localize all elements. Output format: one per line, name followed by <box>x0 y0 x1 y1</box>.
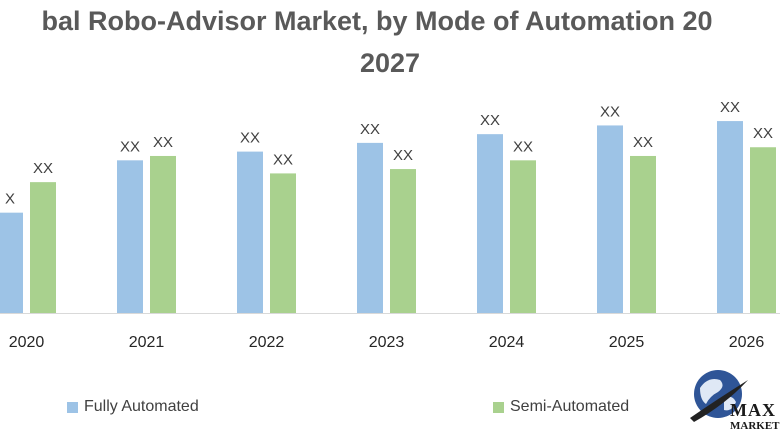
data-label-semi-automated-2023: XX <box>393 147 413 164</box>
x-tick-label-2023: 2023 <box>369 334 405 351</box>
data-label-fully-automated-2023: XX <box>360 121 380 138</box>
legend-swatch-fully-automated <box>67 401 78 413</box>
company-logo: MAX MARKET <box>686 360 780 440</box>
legend-label-fully-automated: Fully Automated <box>84 398 199 415</box>
x-tick-label-2022: 2022 <box>249 334 285 351</box>
data-label-semi-automated-2024: XX <box>513 138 533 155</box>
bar-fully-automated-2026 <box>717 121 743 313</box>
data-label-fully-automated-2025: XX <box>600 103 620 120</box>
bar-semi-automated-2026 <box>750 147 776 313</box>
bar-fully-automated-2025 <box>597 125 623 314</box>
chart-title-year: 2027 <box>359 48 421 78</box>
data-label-fully-automated-2024: XX <box>480 112 500 129</box>
bar-semi-automated-2021 <box>150 155 176 313</box>
logo-text-bottom: MARKET <box>730 420 780 432</box>
bar-fully-automated-2020 <box>0 212 23 313</box>
legend-label-semi-automated: Semi-Automated <box>510 398 630 415</box>
x-tick-label-2020: 2020 <box>9 334 45 351</box>
data-label-fully-automated-2020: X <box>5 191 15 208</box>
data-label-semi-automated-2021: XX <box>153 134 173 151</box>
bar-semi-automated-2024 <box>510 160 536 313</box>
data-label-fully-automated-2026: XX <box>720 99 740 116</box>
x-tick-label-2026: 2026 <box>729 334 765 351</box>
data-label-semi-automated-2022: XX <box>273 151 293 168</box>
legend-swatch-semi-automated <box>493 401 504 413</box>
data-label-fully-automated-2022: XX <box>240 130 260 147</box>
bar-fully-automated-2023 <box>357 142 383 313</box>
x-tick-label-2025: 2025 <box>609 334 645 351</box>
x-tick-label-2021: 2021 <box>129 334 165 351</box>
data-label-semi-automated-2025: XX <box>633 134 653 151</box>
bar-semi-automated-2025 <box>630 155 656 313</box>
bar-semi-automated-2022 <box>270 173 296 313</box>
x-tick-label-2024: 2024 <box>489 334 525 351</box>
data-label-semi-automated-2026: XX <box>753 125 773 142</box>
bar-fully-automated-2024 <box>477 134 503 313</box>
bar-fully-automated-2022 <box>237 151 263 313</box>
legend-item-semi-automated: Semi-Automated <box>493 398 629 416</box>
data-label-fully-automated-2021: XX <box>120 138 140 155</box>
chart-title: bal Robo-Advisor Market, by Mode of Auto… <box>41 6 713 36</box>
legend-item-fully-automated: Fully Automated <box>67 398 199 416</box>
bar-fully-automated-2021 <box>117 160 143 313</box>
data-label-semi-automated-2020: XX <box>33 160 53 177</box>
bar-semi-automated-2020 <box>30 182 56 313</box>
bar-semi-automated-2023 <box>390 169 416 313</box>
globe-icon <box>690 370 748 422</box>
logo-text-top: MAX <box>730 400 776 420</box>
